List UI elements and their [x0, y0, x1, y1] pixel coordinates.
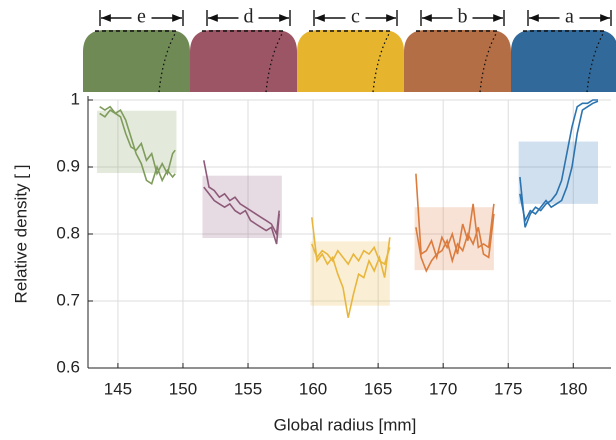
y-tick-label: 1: [71, 89, 80, 108]
segment-shape: [511, 30, 616, 92]
x-tick-label: 150: [169, 379, 197, 398]
range-band: [518, 141, 598, 204]
density-line: [415, 213, 495, 273]
segment-shape: [297, 30, 404, 92]
x-tick-label: 160: [299, 379, 327, 398]
density-line: [99, 105, 176, 176]
y-tick-label: 0.6: [56, 357, 80, 376]
x-tick-label: 170: [429, 379, 457, 398]
segment-label: a: [565, 6, 574, 28]
density-line: [311, 243, 391, 266]
segment-label: c: [351, 6, 360, 28]
segment-label: d: [244, 6, 254, 28]
density-line: [519, 99, 598, 228]
segment-shape: [190, 30, 297, 92]
segment-label: e: [137, 6, 146, 28]
segment-label: b: [458, 6, 468, 28]
range-band: [202, 175, 282, 239]
range-band: [97, 110, 177, 174]
segment-curve: [372, 31, 391, 93]
y-tick-label: 0.7: [56, 290, 80, 309]
density-line: [99, 108, 176, 186]
x-tick-label: 155: [234, 379, 262, 398]
x-tick-label: 180: [559, 379, 587, 398]
x-tick-label: 175: [494, 379, 522, 398]
y-axis-label: Relative density [ ]: [11, 165, 30, 304]
segment-shape: [404, 30, 511, 92]
x-axis-label: Global radius [mm]: [274, 415, 417, 434]
density-line: [519, 100, 599, 224]
segment-curve: [479, 31, 498, 93]
density-line: [203, 160, 280, 237]
segment-curve: [265, 31, 284, 93]
density-line: [311, 217, 391, 318]
y-tick-label: 0.8: [56, 223, 80, 242]
segment-curve: [586, 31, 605, 93]
x-tick-label: 165: [364, 379, 392, 398]
density-line: [203, 186, 280, 245]
segment-shape: [83, 30, 190, 92]
x-tick-label: 145: [104, 379, 132, 398]
segment-curve: [158, 31, 177, 93]
density-line: [415, 173, 495, 261]
y-tick-label: 0.9: [56, 156, 80, 175]
